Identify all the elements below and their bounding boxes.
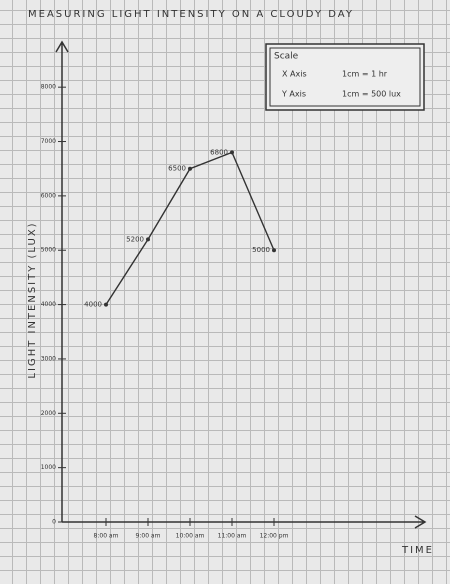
data-label: 5000 — [252, 246, 270, 254]
y-tick-label: 5000 — [41, 247, 56, 254]
data-label: 4000 — [84, 301, 102, 309]
line — [106, 152, 274, 304]
x-axis-label: TIME — [401, 545, 434, 556]
y-tick-label: 2000 — [41, 410, 56, 417]
scale-value: 1cm = 1 hr — [342, 70, 388, 79]
point — [104, 303, 108, 307]
scale-title: Scale — [274, 52, 299, 62]
scale-value: 1cm = 500 lux — [342, 90, 401, 99]
chart-title: MEASURING LIGHT INTENSITY ON A CLOUDY DA… — [28, 9, 354, 20]
x-tick-label: 8:00 am — [94, 533, 119, 540]
scale-label: Y Axis — [281, 90, 306, 99]
data-label: 6800 — [210, 148, 228, 156]
x-tick-label: 10:00 am — [176, 533, 205, 540]
x-axis — [62, 516, 425, 528]
y-tick-label: 1000 — [41, 464, 56, 471]
y-tick-label: 8000 — [41, 84, 56, 91]
y-tick-label: 7000 — [41, 138, 56, 145]
point — [188, 167, 192, 171]
y-tick-label: 0 — [52, 519, 56, 526]
scale-label: X Axis — [282, 70, 307, 79]
y-tick-label: 6000 — [41, 192, 56, 199]
y-axis — [56, 42, 68, 522]
data-label: 6500 — [168, 165, 186, 173]
y-axis-label: LIGHT INTENSITY (LUX) — [27, 221, 38, 378]
data-label: 5200 — [126, 235, 144, 243]
chart: MEASURING LIGHT INTENSITY ON A CLOUDY DA… — [0, 0, 450, 584]
point — [146, 237, 150, 241]
point — [272, 248, 276, 252]
point — [230, 150, 234, 154]
y-tick-label: 4000 — [41, 301, 56, 308]
x-tick-label: 11:00 am — [218, 533, 247, 540]
x-tick-label: 12:00 pm — [260, 533, 289, 540]
y-tick-label: 3000 — [41, 355, 56, 362]
x-tick-label: 9:00 am — [136, 533, 161, 540]
